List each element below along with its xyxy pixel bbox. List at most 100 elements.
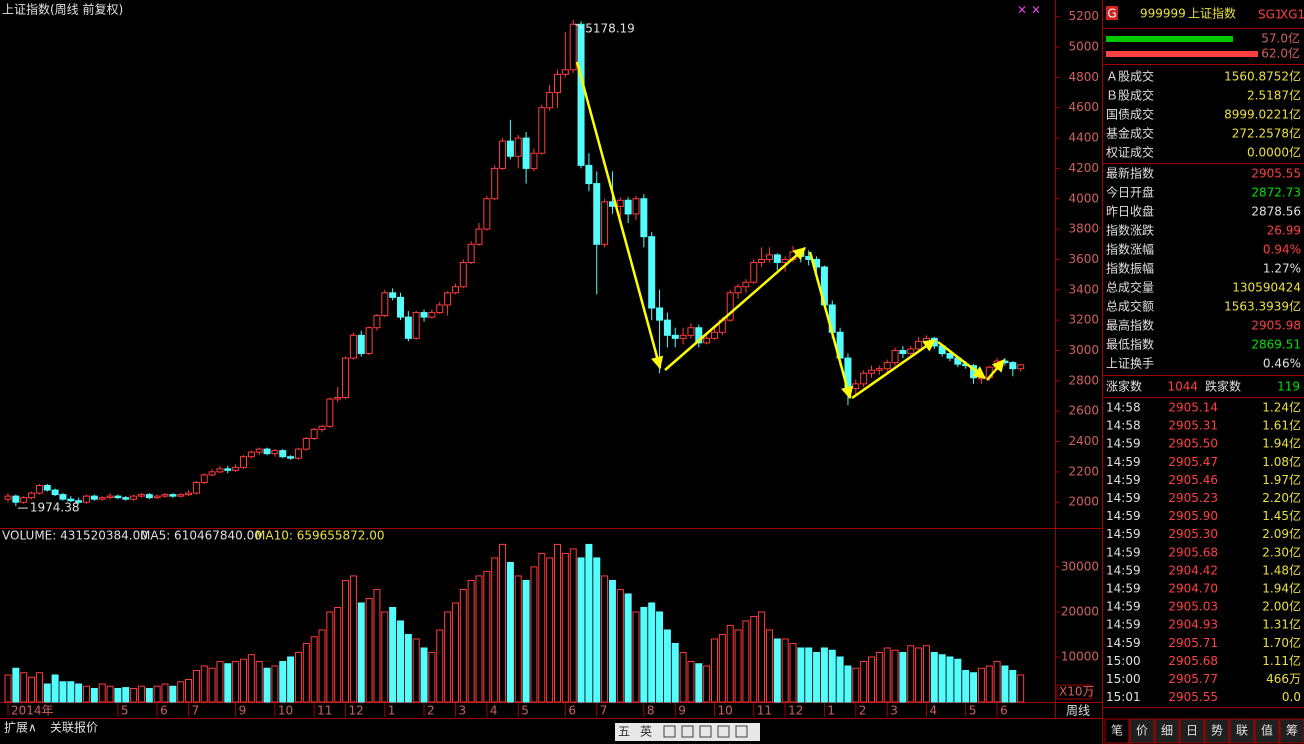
volume-bar — [663, 629, 671, 703]
toolbar-icon[interactable] — [681, 725, 694, 738]
y-tick-label: 2200 — [1068, 464, 1099, 478]
tab[interactable] — [1204, 718, 1230, 744]
y-tick-label: 4800 — [1068, 70, 1099, 84]
candle-body — [67, 498, 75, 502]
bottom-link[interactable]: 关联报价 — [50, 720, 98, 735]
stat-value: 0.94% — [1263, 243, 1301, 257]
tab-label[interactable]: 筹 — [1286, 724, 1298, 738]
tab[interactable] — [1179, 718, 1205, 744]
turnover-label: 权证成交 — [1106, 145, 1154, 160]
tab-label[interactable]: 价 — [1136, 724, 1148, 738]
tab[interactable] — [1254, 718, 1280, 744]
volume-bar — [703, 665, 711, 703]
y-tick-label: 4000 — [1068, 191, 1099, 205]
tab[interactable] — [1104, 718, 1130, 744]
x-tick-label: 9 — [678, 704, 686, 718]
volume-bar — [28, 676, 36, 703]
tab[interactable] — [1154, 718, 1180, 744]
flow-bar — [1106, 36, 1233, 42]
toolbar-icon[interactable] — [699, 725, 712, 738]
bottom-link[interactable]: 扩展∧ — [4, 721, 37, 735]
tab-label[interactable]: 联 — [1236, 724, 1248, 738]
turnover-value: 0.0000亿 — [1247, 145, 1301, 160]
candle-body — [365, 327, 373, 355]
tick-price: 2905.03 — [1168, 600, 1218, 614]
candle-body — [899, 349, 907, 355]
tick-price: 2905.55 — [1168, 690, 1218, 704]
tab-label[interactable]: 笔 — [1111, 723, 1123, 738]
tab-label[interactable]: 值 — [1261, 723, 1273, 738]
tick-price: 2905.46 — [1168, 473, 1218, 487]
volume-bar — [624, 593, 632, 703]
volume-bar — [828, 649, 836, 703]
candle-body — [35, 485, 43, 494]
toolbar-icon[interactable] — [717, 725, 730, 738]
candle-body — [632, 198, 640, 215]
candle-body — [711, 331, 718, 339]
volume-bar — [1017, 674, 1025, 703]
tab[interactable] — [1279, 718, 1304, 744]
low-label: 1974.38 — [30, 501, 80, 515]
candle-body — [404, 316, 412, 339]
badge: G — [1107, 7, 1116, 21]
candle-body — [436, 304, 444, 314]
volume-bar — [130, 687, 138, 703]
toolbar-key[interactable]: 英 — [640, 725, 652, 739]
candle-body — [114, 495, 122, 499]
turnover-label: Ａ股成交 — [1106, 69, 1154, 84]
volume-bar — [632, 611, 640, 703]
volume-bar — [836, 656, 844, 703]
candle-body — [255, 448, 263, 453]
candle-body — [765, 254, 773, 260]
y-tick-label: 5200 — [1068, 9, 1099, 23]
volume-bar — [601, 575, 609, 703]
candle-body — [357, 334, 365, 355]
x-tick-label: 6 — [160, 704, 168, 718]
candle-body — [891, 349, 899, 364]
volume-bar — [711, 638, 718, 703]
volume-bar — [695, 663, 703, 703]
volume-bar — [122, 687, 130, 703]
tab[interactable] — [1129, 718, 1155, 744]
volume-bar — [820, 647, 828, 703]
candle-body — [287, 456, 295, 459]
volume-bar — [43, 683, 51, 703]
candle-body — [475, 228, 483, 245]
volume-bar — [922, 645, 930, 703]
volume-bar — [805, 647, 813, 703]
volume-bar — [718, 633, 726, 703]
volume-bar — [561, 552, 569, 703]
candle-body — [240, 456, 247, 468]
tab-label[interactable]: 日 — [1186, 724, 1198, 738]
volume-bar — [640, 606, 648, 703]
candle-body — [294, 448, 302, 459]
candle-body — [758, 258, 766, 263]
tag: SG1 — [1258, 8, 1283, 22]
tab-label[interactable]: 细 — [1161, 724, 1173, 738]
candle-body — [98, 497, 106, 500]
tick-time: 14:59 — [1106, 455, 1141, 469]
tick-time: 14:59 — [1106, 545, 1141, 559]
toolbar-key[interactable]: 五 — [618, 725, 630, 739]
volume-bar — [993, 660, 1001, 703]
x-tick-label: 3 — [458, 704, 466, 718]
volume-bar — [451, 602, 459, 703]
volume-bar — [263, 667, 271, 703]
y-tick-label: 4200 — [1068, 161, 1099, 175]
toolbar-icon[interactable] — [735, 725, 748, 738]
volume-bar — [389, 606, 397, 703]
x-tick-label: 12 — [788, 704, 803, 718]
stat-value: 2878.56 — [1251, 205, 1301, 219]
tab[interactable] — [1229, 718, 1255, 744]
y-tick-label: 2800 — [1068, 373, 1099, 387]
toolbar-icon[interactable] — [663, 725, 676, 738]
breadth-up: 1044 — [1167, 380, 1198, 394]
candle-body — [530, 152, 538, 169]
tab-label[interactable]: 势 — [1211, 724, 1223, 738]
volume-bar — [75, 683, 83, 703]
volume-bar — [554, 543, 561, 703]
tick-time: 14:59 — [1106, 636, 1141, 650]
volume-bar — [773, 638, 781, 703]
x-tick-label: 10 — [278, 704, 293, 718]
